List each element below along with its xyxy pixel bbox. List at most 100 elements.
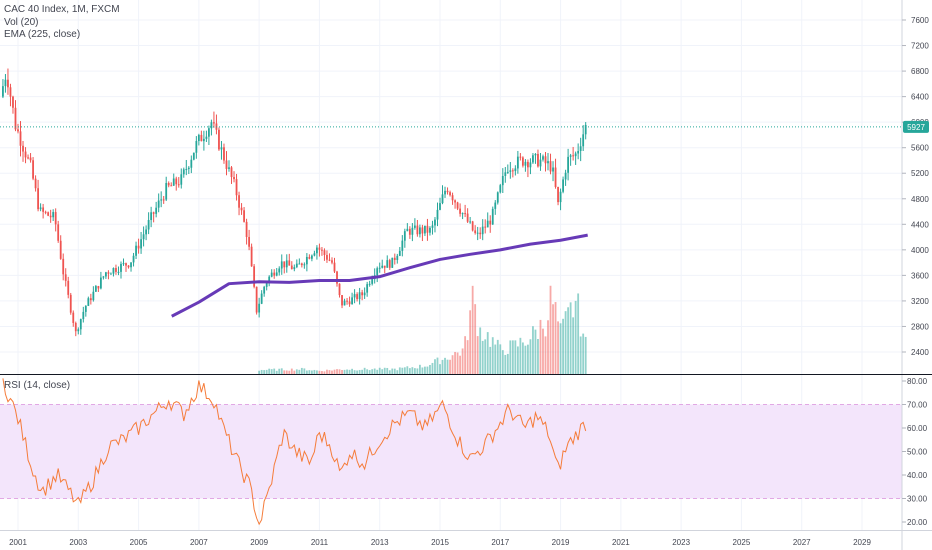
volume-bar [300, 367, 303, 374]
candle-body [524, 161, 527, 166]
candle-body [74, 322, 77, 332]
legend-ema[interactable]: EMA (225, close) [4, 29, 81, 40]
candle-body [225, 160, 228, 169]
candle-body [456, 202, 459, 209]
candle-body [532, 155, 534, 163]
candle-body [245, 221, 248, 237]
candle-body [424, 225, 426, 234]
candle-body [260, 293, 263, 304]
candle-body [371, 279, 374, 284]
candle-body [346, 300, 348, 302]
candle-body [32, 160, 34, 179]
candle-body [57, 224, 60, 241]
candle-body [529, 162, 532, 168]
volume-bar [511, 340, 514, 374]
candle-body [406, 228, 409, 232]
candle-body [285, 260, 288, 268]
volume-bar [464, 336, 467, 374]
volume-bar [258, 370, 261, 374]
volume-bar [416, 368, 419, 374]
candle-body [416, 225, 419, 235]
candle-body [218, 129, 220, 150]
volume-bar [273, 368, 276, 374]
candle-body [509, 170, 512, 172]
candle-body [44, 211, 47, 213]
candle-body [59, 240, 62, 259]
volume-bar [486, 332, 489, 374]
volume-bar [461, 348, 464, 374]
candle-body [351, 297, 353, 305]
candle-body [549, 161, 552, 172]
candle-body [135, 245, 137, 256]
volume-bar [310, 370, 313, 374]
candle-body [511, 170, 514, 172]
volume-bar [411, 367, 414, 374]
candle-body [408, 228, 411, 235]
price-tick-label: 4400 [911, 220, 929, 229]
candle-body [185, 169, 188, 171]
candle-body [165, 182, 168, 200]
rsi-axis[interactable]: 20.00 30.00 40.00 50.00 60.00 70.00 80.00 [902, 377, 928, 527]
candle-body [413, 225, 416, 228]
volume-bar [393, 368, 396, 374]
legend-volume[interactable]: Vol (20) [4, 17, 39, 28]
volume-bar [373, 368, 376, 374]
candle-body [92, 291, 95, 301]
candle-body [333, 262, 336, 272]
volume-bar [441, 359, 444, 374]
candle-body [125, 263, 127, 266]
volume-bar [336, 369, 338, 374]
volume-bar [491, 337, 494, 374]
candle-body [280, 261, 283, 269]
candle-body [501, 175, 504, 186]
price-axis[interactable]: 2400280032003600400044004800520056006000… [902, 16, 929, 357]
candle-body [421, 227, 424, 234]
candle-body [37, 188, 39, 210]
time-tick-label: 2021 [612, 538, 630, 547]
rsi-tick-label: 80.00 [907, 377, 928, 386]
candle-body [195, 141, 198, 153]
legend-symbol[interactable]: CAC 40 Index, 1M, FXCM [4, 4, 120, 15]
candle-body [557, 186, 559, 203]
candle-body [233, 177, 235, 180]
time-axis[interactable]: 2001 2003 2005 2007 2009 2011 2013 2015 2017 2019… [9, 538, 871, 547]
candle-body [9, 87, 12, 97]
candle-body [4, 79, 7, 87]
rsi-tick-label: 40.00 [907, 471, 928, 480]
candle-body [562, 179, 564, 192]
candle-body [54, 212, 57, 225]
volume-bar [584, 336, 587, 374]
candle-body [29, 157, 32, 161]
volume-bar [456, 352, 459, 374]
price-tick-label: 4800 [911, 195, 929, 204]
volume-bars [258, 285, 587, 374]
candle-body [238, 195, 240, 208]
volume-bar [323, 371, 326, 374]
candle-body [577, 150, 580, 154]
legend-rsi[interactable]: RSI (14, close) [4, 380, 71, 391]
price-tick-label: 3600 [911, 271, 929, 280]
volume-bar [506, 353, 509, 374]
volume-bar [381, 369, 384, 374]
volume-bar [283, 370, 286, 374]
volume-bar [499, 344, 502, 374]
candle-body [313, 253, 316, 256]
candle-body [449, 192, 451, 196]
candle-body [142, 234, 145, 240]
last-price-marker: 5927 [0, 120, 929, 133]
candle-body [401, 240, 404, 251]
candle-body [110, 273, 112, 275]
volume-bar [308, 370, 311, 374]
candle-body [67, 280, 70, 295]
candle-body [567, 156, 570, 173]
volume-bar [278, 368, 281, 374]
volume-bar [265, 369, 268, 374]
ema-line [171, 233, 588, 318]
volume-bar [293, 370, 296, 374]
volume-bar [303, 368, 306, 374]
candle-body [356, 294, 359, 300]
volume-bar [436, 357, 439, 374]
volume-bar [263, 370, 266, 374]
candle-body [64, 274, 67, 281]
